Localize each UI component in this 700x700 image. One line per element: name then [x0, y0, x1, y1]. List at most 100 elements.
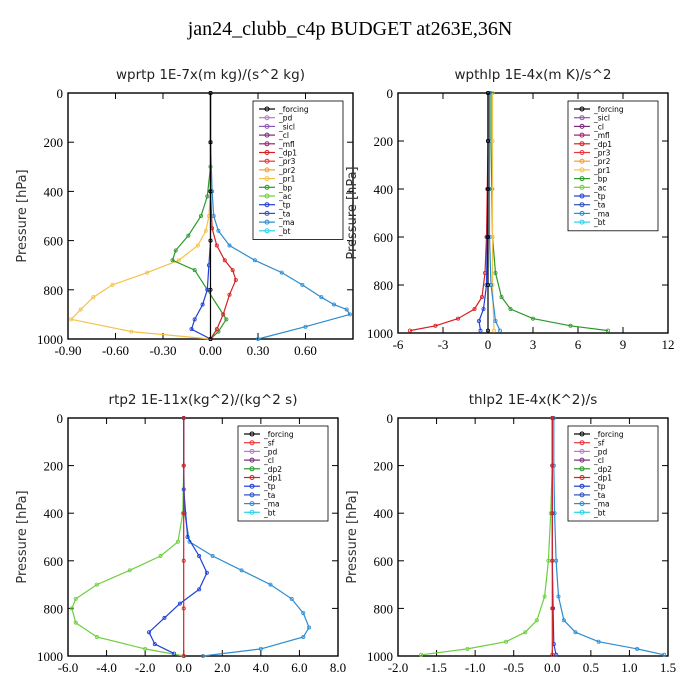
data-point-forcing: [485, 186, 490, 191]
legend-marker: [579, 457, 585, 463]
data-point-forcing: [181, 415, 186, 420]
legend-entry: _cl: [593, 456, 604, 465]
data-point-tp: [478, 328, 483, 333]
y-axis-label: Pressure [hPa]: [345, 490, 360, 583]
series-line-ma: [553, 418, 665, 656]
legend-marker: [249, 448, 255, 454]
data-point-bp: [170, 258, 175, 263]
legend-marker: [264, 193, 270, 199]
x-tick-label: -0.90: [54, 343, 81, 358]
data-point-pr1: [69, 317, 74, 322]
data-point-bp: [493, 270, 498, 275]
legend-entry: _dp1: [278, 149, 297, 158]
data-point-bp: [606, 328, 611, 333]
x-tick-label: 0.60: [294, 343, 317, 358]
x-tick-label: 6: [575, 337, 582, 352]
legend-marker: [579, 115, 585, 121]
data-point-forcing: [208, 91, 213, 96]
legend-box: [567, 100, 659, 232]
data-point-ma: [497, 328, 502, 333]
legend-entry: _bt: [263, 508, 276, 517]
data-point-tp: [204, 570, 209, 575]
data-point-pr1: [129, 329, 134, 334]
legend-marker: [264, 167, 270, 173]
data-point-bp: [205, 194, 210, 199]
data-point-pr1: [78, 307, 83, 312]
series-line-tp: [148, 418, 208, 655]
data-point-forcing: [181, 606, 186, 611]
legend-entry: _bt: [278, 227, 291, 236]
panel-title: rtp2 1E-11x(kg^2)/(kg^2 s): [109, 392, 298, 408]
data-point-tp: [476, 318, 481, 323]
y-tick-label: 800: [374, 278, 394, 293]
data-point-ma: [255, 336, 260, 341]
y-tick-label: 600: [374, 554, 394, 569]
data-point-pr1: [110, 282, 115, 287]
data-point-dp1: [465, 646, 470, 651]
legend-entry: _forcing: [593, 430, 624, 439]
y-tick-label: 800: [44, 283, 64, 298]
data-point-dp1: [94, 582, 99, 587]
panel-title: wpthlp 1E-4x(m K)/s^2: [455, 67, 612, 83]
data-point-ma: [268, 582, 273, 587]
y-tick-label: 1000: [367, 326, 393, 341]
x-tick-label: -0.5: [503, 660, 524, 675]
legend-entry: _forcing: [593, 105, 624, 114]
panel-title: wprtp 1E-7x(m kg)/(s^2 kg): [116, 67, 305, 83]
data-point-bp: [192, 268, 197, 273]
x-tick-label: -1.5: [426, 660, 447, 675]
legend-entry: _ma: [263, 500, 280, 509]
legend-entry: _tp: [263, 482, 276, 491]
data-point-forcing: [208, 189, 213, 194]
legend-marker: [249, 466, 255, 472]
x-tick-label: 8.0: [330, 660, 346, 675]
x-tick-label: 2.0: [214, 660, 230, 675]
legend-entry: _pr1: [593, 166, 611, 175]
data-point-bp: [568, 323, 573, 328]
data-point-dp1: [214, 243, 219, 248]
legend-entry: _ma: [593, 500, 610, 509]
data-point-dp1: [407, 328, 412, 333]
legend-entry: _sf: [263, 439, 275, 448]
legend-entry: _dp1: [593, 140, 612, 149]
legend-marker: [249, 492, 255, 498]
x-tick-label: 1.0: [621, 660, 637, 675]
data-point-ma: [344, 307, 349, 312]
y-tick-label: 0: [387, 86, 394, 101]
data-point-tp: [185, 535, 190, 540]
legend-entry: _ma: [278, 218, 295, 227]
legend-entry: _forcing: [263, 430, 294, 439]
legend-marker: [579, 509, 585, 515]
data-point-dp1: [94, 634, 99, 639]
data-point-pr1: [145, 270, 150, 275]
x-tick-label: 6.0: [291, 660, 307, 675]
legend-entry: _pd: [278, 114, 293, 123]
chart-panel-2: wpthlp 1E-4x(m K)/s^2 Pressure [hPa] 0 200 4…: [345, 67, 675, 352]
legend-entry: _dp1: [593, 474, 612, 483]
data-point-forcing: [181, 463, 186, 468]
data-point-ma: [258, 646, 263, 651]
x-tick-label: -0.60: [102, 343, 129, 358]
data-point-pr1: [176, 258, 181, 263]
data-point-tp: [197, 587, 202, 592]
legend-entry: _ma: [593, 209, 610, 218]
x-tick-label: 0: [485, 337, 492, 352]
data-point-forcing: [550, 415, 555, 420]
legend-marker: [579, 492, 585, 498]
legend-marker: [579, 202, 585, 208]
legend-box: [237, 425, 329, 522]
legend-marker: [264, 115, 270, 121]
series-line-ma: [183, 418, 310, 657]
data-point-pr1: [203, 228, 208, 233]
legend-entry: _ta: [593, 491, 605, 500]
data-point-pr1: [91, 295, 96, 300]
legend-marker: [264, 202, 270, 208]
legend-entry: _pr2: [278, 166, 296, 175]
legend-marker: [579, 106, 585, 112]
data-point-ma: [561, 618, 566, 623]
data-point-ma: [493, 318, 498, 323]
legend-marker: [249, 440, 255, 446]
legend-marker: [579, 184, 585, 190]
legend-marker: [579, 158, 585, 164]
legend-entry: _pr3: [593, 149, 611, 158]
